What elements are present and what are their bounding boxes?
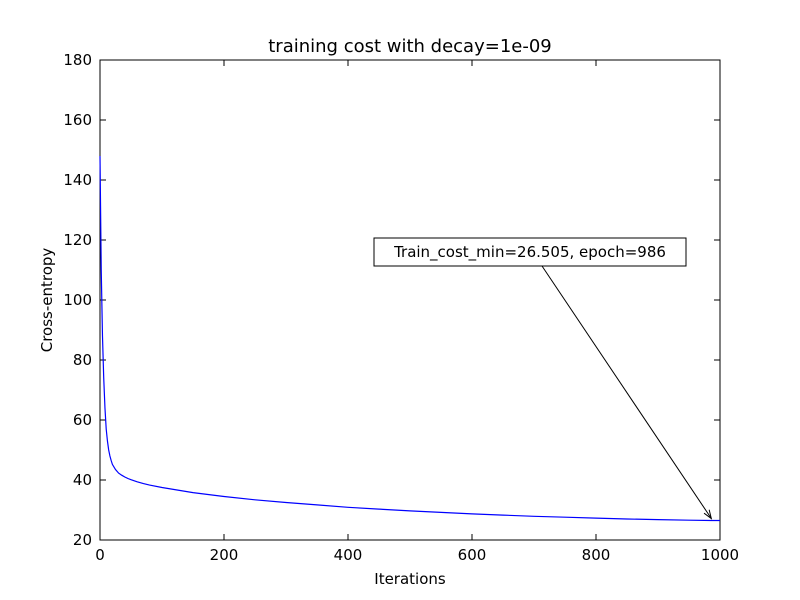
annotation-arrowhead	[703, 509, 713, 520]
x-axis-label: Iterations	[374, 570, 446, 588]
annotation-text: Train_cost_min=26.505, epoch=986	[393, 243, 666, 262]
annotation-box	[373, 237, 687, 267]
x-tick-label: 600	[458, 546, 487, 564]
series-line	[99, 155, 721, 522]
x-tick-label: 400	[334, 546, 363, 564]
annotation-layer: Train_cost_min=26.505, epoch=986	[373, 237, 713, 520]
plot-frame	[99, 59, 721, 541]
y-tick-label: 100	[63, 291, 92, 309]
x-tick-label: 800	[582, 546, 611, 564]
y-axis-label: Cross-entropy	[38, 248, 56, 353]
series-layer	[99, 155, 721, 522]
ticks-layer: 0 200 400 600 800 1000 20 40 60 80 100 120 140 160 180	[63, 51, 739, 564]
y-tick-label: 140	[63, 171, 92, 189]
y-tick-label: 20	[73, 531, 92, 549]
y-tick-label: 160	[63, 111, 92, 129]
y-tick-label: 120	[63, 231, 92, 249]
y-tick-label: 80	[73, 351, 92, 369]
y-tick-label: 180	[63, 51, 92, 69]
chart-title: training cost with decay=1e-09	[268, 36, 552, 57]
y-tick-label: 40	[73, 471, 92, 489]
x-tick-label: 200	[210, 546, 239, 564]
x-tick-label: 1000	[701, 546, 739, 564]
annotation-arrow	[541, 265, 712, 519]
y-tick-label: 60	[73, 411, 92, 429]
x-tick-label: 0	[95, 546, 105, 564]
